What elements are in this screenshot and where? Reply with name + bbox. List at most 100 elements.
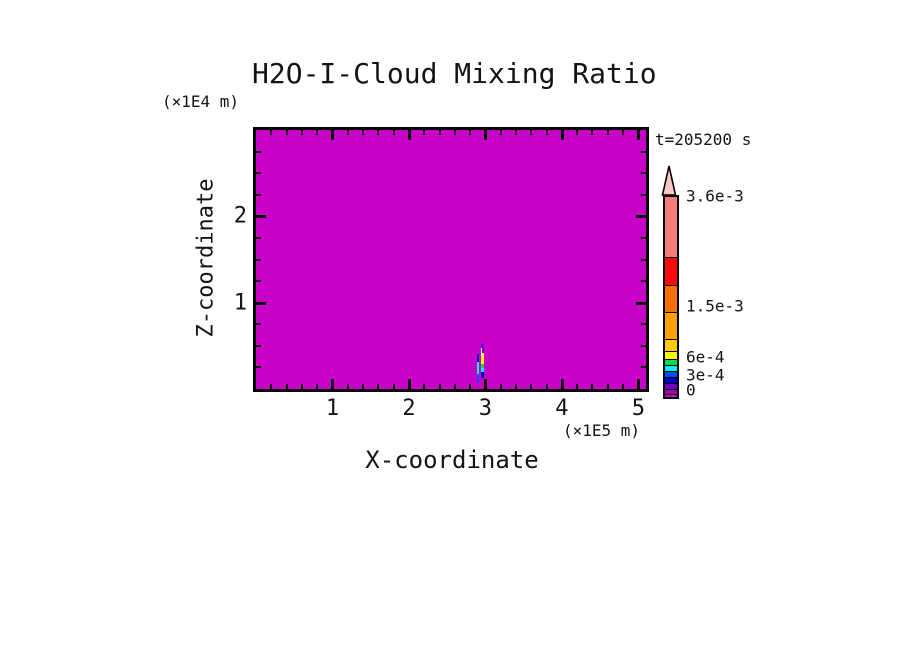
z-major-tick xyxy=(256,301,266,305)
x-minor-tick xyxy=(454,384,456,389)
x-major-tick xyxy=(407,130,411,140)
x-minor-tick xyxy=(530,384,532,389)
z-tick-label: 1 xyxy=(233,290,247,316)
colorbar-segment xyxy=(665,359,677,365)
colorbar-arrow-icon xyxy=(661,165,677,196)
z-minor-tick xyxy=(256,366,261,368)
anomaly-cell xyxy=(481,347,482,356)
z-minor-tick xyxy=(256,151,261,153)
z-major-tick xyxy=(636,301,646,305)
colorbar-segment xyxy=(665,339,677,351)
colorbar-segment xyxy=(665,351,677,359)
x-major-tick xyxy=(636,379,640,389)
x-minor-tick xyxy=(286,384,288,389)
x-minor-tick xyxy=(377,384,379,389)
anomaly-cell xyxy=(481,352,484,364)
x-major-tick xyxy=(483,379,487,389)
colorbar-arrow-shape xyxy=(661,165,677,196)
z-minor-tick xyxy=(641,194,646,196)
anomaly-cell xyxy=(477,374,479,383)
x-minor-tick xyxy=(270,384,272,389)
x-major-tick xyxy=(560,130,564,140)
x-minor-tick xyxy=(393,384,395,389)
x-major-tick xyxy=(560,379,564,389)
x-tick-label: 3 xyxy=(478,396,493,421)
colorbar-segment xyxy=(665,389,677,394)
x-minor-tick xyxy=(500,384,502,389)
z-minor-tick xyxy=(641,323,646,325)
anomaly-cell xyxy=(481,343,484,353)
x-minor-tick xyxy=(576,384,578,389)
x-minor-tick xyxy=(439,130,441,135)
x-minor-tick xyxy=(500,130,502,135)
x-minor-tick xyxy=(423,130,425,135)
z-minor-tick xyxy=(256,280,261,282)
x-minor-tick xyxy=(362,384,364,389)
colorbar-segment xyxy=(665,197,677,257)
x-minor-tick xyxy=(347,130,349,135)
z-minor-tick xyxy=(641,345,646,347)
x-minor-tick xyxy=(454,130,456,135)
x-minor-tick xyxy=(469,130,471,135)
anomaly-cell xyxy=(481,363,484,368)
x-tick-label: 1 xyxy=(325,396,340,421)
x-minor-tick xyxy=(607,130,609,135)
x-minor-tick xyxy=(607,384,609,389)
x-minor-tick xyxy=(622,130,624,135)
z-minor-tick xyxy=(641,151,646,153)
colorbar-tick-label: 1.5e-3 xyxy=(686,296,744,316)
z-major-tick xyxy=(636,214,646,218)
plot-title: H2O-I-Cloud Mixing Ratio xyxy=(252,57,657,90)
x-major-tick xyxy=(330,379,334,389)
x-minor-tick xyxy=(301,130,303,135)
colorbar-segment xyxy=(665,377,677,383)
x-axis-label: X-coordinate xyxy=(365,446,539,474)
x-minor-tick xyxy=(591,384,593,389)
x-minor-tick xyxy=(316,130,318,135)
x-axis-unit-label: (×1E5 m) xyxy=(563,421,641,440)
colorbar xyxy=(663,195,679,399)
anomaly-cell xyxy=(477,362,479,374)
x-minor-tick xyxy=(546,130,548,135)
colorbar-segment xyxy=(665,371,677,377)
z-minor-tick xyxy=(641,366,646,368)
x-minor-tick xyxy=(316,384,318,389)
z-minor-tick xyxy=(256,323,261,325)
z-minor-tick xyxy=(256,259,261,261)
colorbar-tick-label: 3e-4 xyxy=(686,365,725,385)
x-major-tick xyxy=(330,130,334,140)
x-major-tick xyxy=(636,130,640,140)
colorbar-segment xyxy=(665,394,677,397)
x-tick-label: 4 xyxy=(555,396,569,421)
colorbar-tick-label: 3.6e-3 xyxy=(686,186,744,206)
x-minor-tick xyxy=(576,130,578,135)
x-major-tick xyxy=(407,379,411,389)
anomaly-cell xyxy=(477,353,479,362)
heatmap-plot-area xyxy=(253,127,649,392)
z-minor-tick xyxy=(641,280,646,282)
x-minor-tick xyxy=(591,130,593,135)
z-minor-tick xyxy=(641,237,646,239)
x-minor-tick xyxy=(469,384,471,389)
colorbar-tick-label: 0 xyxy=(686,380,696,400)
z-minor-tick xyxy=(641,172,646,174)
x-minor-tick xyxy=(439,384,441,389)
colorbar-segment xyxy=(665,257,677,285)
x-minor-tick xyxy=(377,130,379,135)
z-tick-label: 2 xyxy=(233,203,247,229)
x-minor-tick xyxy=(347,384,349,389)
x-minor-tick xyxy=(301,384,303,389)
x-major-tick xyxy=(483,130,487,140)
anomaly-cell xyxy=(481,371,484,378)
z-axis-unit-label: (×1E4 m) xyxy=(162,92,240,111)
z-major-tick xyxy=(256,214,266,218)
x-minor-tick xyxy=(393,130,395,135)
z-minor-tick xyxy=(256,237,261,239)
x-minor-tick xyxy=(270,130,272,135)
x-minor-tick xyxy=(622,384,624,389)
x-tick-label: 2 xyxy=(402,396,416,421)
colorbar-segment xyxy=(665,383,677,389)
colorbar-segment xyxy=(665,312,677,339)
x-minor-tick xyxy=(362,130,364,135)
